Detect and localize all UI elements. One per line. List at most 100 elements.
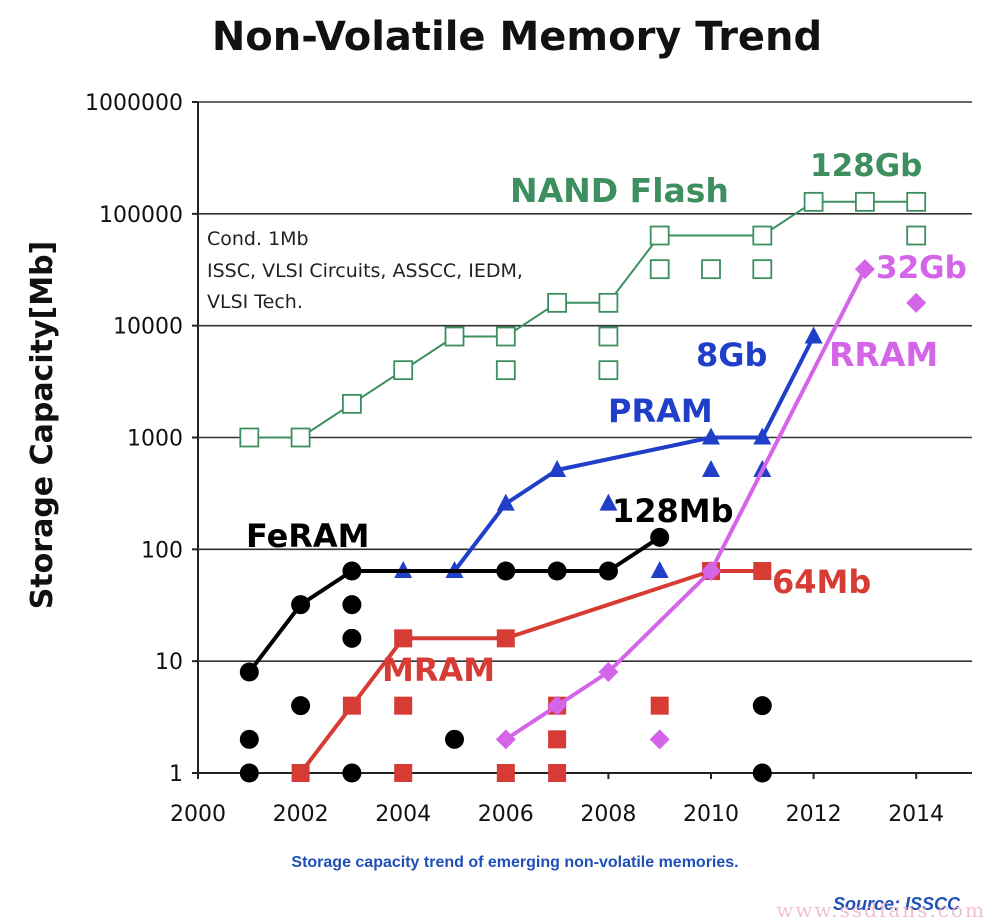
nand-flash-point (803, 191, 824, 212)
pram-trend-line (452, 334, 816, 573)
conditions-note-line-3: VLSI Tech. (207, 291, 303, 313)
nand-flash-end-label: 128Gb (810, 148, 922, 184)
nand-flash-point (649, 259, 670, 280)
nand-flash-point (752, 225, 773, 246)
nand-flash-series (239, 191, 927, 448)
mram-point (753, 562, 772, 581)
feram-series (239, 527, 772, 783)
feram-point (445, 729, 464, 749)
figure-caption: Storage capacity trend of emerging non-v… (291, 854, 738, 871)
nand-flash-point (752, 259, 773, 280)
rram-point (701, 561, 721, 582)
conditions-note: Cond. 1Mb ISSC, VLSI Circuits, ASSCC, IE… (207, 228, 523, 313)
rram-point (547, 695, 568, 716)
nand-flash-point (598, 360, 619, 381)
mram-end-label: 64Mb (772, 563, 871, 601)
pram-series (394, 326, 823, 579)
series-layer (239, 191, 927, 783)
y-axis-label: Storage Capacity[Mb] (25, 241, 60, 610)
y-axis-ticks: 1 10 100 1000 10000 100000 1000000 (85, 91, 183, 787)
mram-point (291, 764, 310, 782)
pram-point (804, 326, 823, 344)
gridlines (192, 101, 972, 774)
pram-point (650, 561, 669, 579)
mram-point (548, 730, 567, 749)
rram-point (906, 292, 927, 313)
watermark: www.ssdfans.com (776, 898, 986, 922)
nand-flash-point (598, 326, 619, 347)
feram-point (342, 561, 362, 581)
mram-point (496, 764, 515, 782)
x-tick-label: 2000 (170, 802, 226, 827)
mram-point (394, 696, 413, 715)
x-tick-label: 2010 (683, 802, 739, 827)
nand-flash-point (701, 259, 721, 280)
y-tick-label: 100000 (99, 203, 183, 228)
feram-point (496, 561, 516, 581)
feram-point (752, 763, 772, 783)
feram-point (598, 561, 618, 581)
nand-flash-point (547, 292, 567, 313)
y-tick-label: 100 (141, 538, 183, 563)
feram-point (342, 595, 362, 615)
feram-point (239, 763, 259, 783)
pram-point (753, 427, 772, 445)
y-tick-label: 10000 (113, 315, 183, 340)
rram-point (649, 729, 670, 750)
rram-label: RRAM (829, 335, 938, 374)
mram-point (342, 696, 361, 715)
nand-flash-point (290, 427, 311, 448)
mram-point (548, 764, 567, 782)
pram-end-label: 8Gb (696, 336, 767, 374)
pram-point (702, 427, 720, 445)
x-tick-label: 2012 (786, 802, 842, 827)
feram-point (342, 628, 362, 648)
pram-point (548, 460, 567, 478)
mram-trend-line (298, 569, 765, 775)
nand-flash-label: NAND Flash (510, 171, 729, 210)
nand-flash-point (444, 326, 465, 347)
rram-point (598, 662, 619, 683)
feram-point (650, 527, 670, 547)
mram-point (394, 629, 413, 648)
x-tick-label: 2002 (273, 802, 329, 827)
feram-point (752, 696, 772, 716)
pram-point (599, 493, 618, 511)
x-tick-label: 2008 (580, 802, 636, 827)
x-tick-label: 2006 (478, 802, 534, 827)
y-tick-label: 1 (169, 762, 183, 787)
feram-point (547, 561, 567, 581)
feram-label: FeRAM (246, 517, 370, 555)
nand-flash-point (906, 225, 927, 246)
mram-series (291, 562, 772, 782)
series-labels: NAND Flash 128Gb PRAM 8Gb FeRAM 128Mb MR… (246, 148, 967, 689)
x-axis-ticks: 2000 2002 2004 2006 2008 2010 2012 2014 (170, 773, 944, 827)
rram-point (854, 259, 875, 280)
feram-point (239, 662, 259, 682)
nand-flash-point (906, 191, 927, 212)
feram-end-label: 128Mb (612, 492, 734, 530)
mram-point (394, 764, 413, 782)
feram-point (291, 696, 311, 716)
nand-flash-point (495, 326, 516, 347)
x-tick-label: 2014 (888, 802, 944, 827)
rram-point (495, 729, 516, 750)
y-tick-label: 1000 (127, 427, 183, 452)
y-tick-label: 10 (155, 650, 183, 675)
mram-point (496, 629, 515, 648)
chart-title: Non-Volatile Memory Trend (212, 14, 822, 60)
nand-flash-point (649, 225, 670, 246)
nand-flash-point (239, 427, 260, 448)
feram-point (239, 729, 259, 749)
nand-flash-point (341, 393, 362, 414)
rram-series (495, 259, 927, 750)
nand-flash-point (393, 360, 414, 381)
mram-label: MRAM (382, 651, 495, 689)
source-credit: Source: ISSCC (833, 894, 961, 914)
pram-point (496, 493, 515, 511)
pram-point (702, 460, 720, 478)
conditions-note-line-1: Cond. 1Mb (207, 228, 309, 250)
rram-end-label: 32Gb (876, 250, 967, 286)
feram-point (291, 595, 311, 615)
